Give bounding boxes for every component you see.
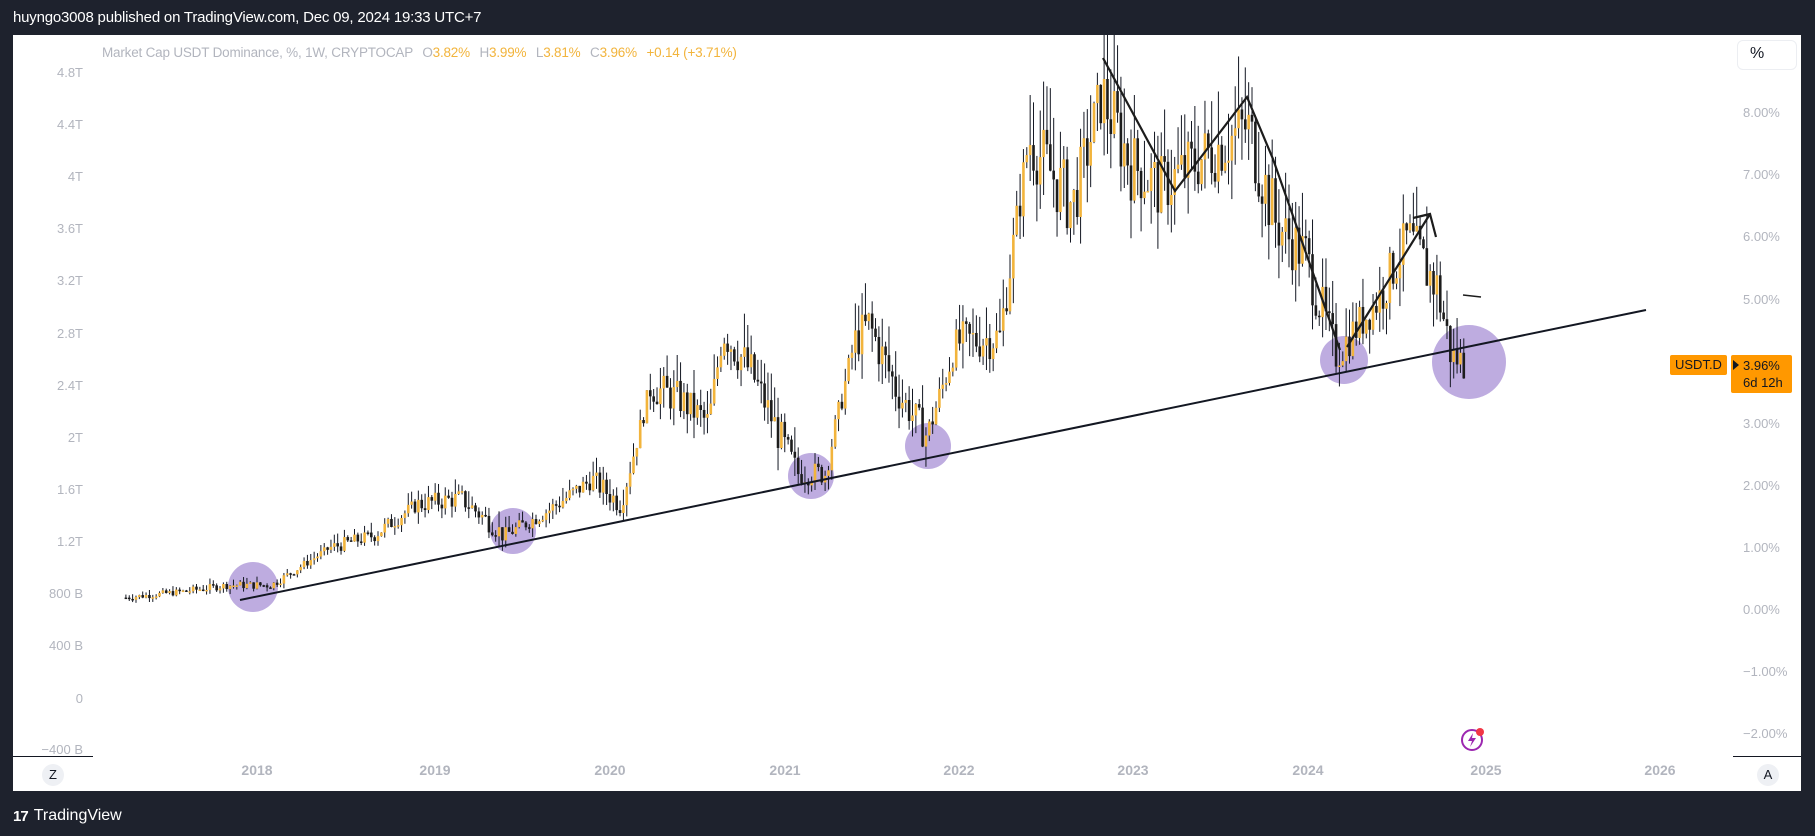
- brand-name: TradingView: [33, 807, 122, 824]
- highlight-circle: [1432, 325, 1506, 399]
- bar-countdown: 6d 12h: [1743, 375, 1783, 390]
- legend-open: 3.82%: [432, 45, 470, 60]
- time-axis-label: 2022: [943, 762, 975, 778]
- right-axis-label: 6.00%: [1743, 229, 1780, 244]
- left-axis-label: 3.2T: [56, 273, 83, 288]
- auto-scale-button[interactable]: A: [1757, 764, 1779, 786]
- time-axis-label: 2024: [1292, 762, 1324, 778]
- left-axis-label: 4T: [67, 169, 83, 184]
- left-axis-label: 800 B: [49, 586, 83, 601]
- trendline: [239, 309, 1647, 601]
- right-axis-label: 3.00%: [1743, 416, 1780, 431]
- legend-high: 3.99%: [489, 45, 527, 60]
- zigzag-line: [1102, 57, 1342, 351]
- publisher-line: huyngo3008 published on TradingView.com,…: [13, 9, 482, 26]
- time-axis-label: 2026: [1644, 762, 1676, 778]
- series-legend: Market Cap USDT Dominance, %, 1W, CRYPTO…: [102, 45, 737, 60]
- highlight-circle: [490, 508, 536, 554]
- legend-close: 3.96%: [599, 45, 637, 60]
- left-axis-label: 0: [75, 691, 83, 706]
- footer-brand[interactable]: 17 TradingView: [13, 803, 122, 829]
- left-axis-label: 2.8T: [56, 326, 83, 341]
- left-axis-label: 1.2T: [56, 534, 83, 549]
- time-axis-label: 2020: [594, 762, 626, 778]
- left-axis-label: 1.6T: [56, 482, 83, 497]
- right-axis-label: 0.00%: [1743, 602, 1780, 617]
- time-axis-label: 2019: [419, 762, 451, 778]
- symbol-price-label: USDT.D: [1670, 355, 1727, 375]
- right-axis-label: 2.00%: [1743, 478, 1780, 493]
- zigzag-line: [1346, 213, 1431, 348]
- last-price-label: 3.96% 6d 12h: [1731, 355, 1792, 393]
- right-axis-label: 1.00%: [1743, 540, 1780, 555]
- right-axis-label: 8.00%: [1743, 105, 1780, 120]
- legend-change: +0.14 (+3.71%): [646, 45, 737, 60]
- left-axis-label: 400 B: [49, 638, 83, 653]
- publish-header: huyngo3008 published on TradingView.com,…: [0, 0, 1815, 35]
- left-axis-label: 4.4T: [56, 117, 83, 132]
- tradingview-logo-icon: 17: [13, 807, 29, 825]
- left-axis-label: −400 B: [41, 742, 83, 757]
- highlight-circle: [1320, 336, 1368, 384]
- left-axis-label: 2.4T: [56, 378, 83, 393]
- time-axis-label: 2023: [1117, 762, 1149, 778]
- chart-panel[interactable]: Market Cap USDT Dominance, %, 1W, CRYPTO…: [13, 35, 1801, 791]
- percent-scale-button[interactable]: %: [1737, 40, 1797, 70]
- lightning-alert-icon[interactable]: [1460, 726, 1486, 752]
- left-axis-label: 4.8T: [56, 65, 83, 80]
- zoom-reset-button[interactable]: Z: [42, 764, 64, 786]
- left-axis-label: 2T: [67, 430, 83, 445]
- right-axis-separator: [1733, 756, 1801, 757]
- last-price: 3.96%: [1743, 358, 1780, 373]
- time-axis-label: 2025: [1470, 762, 1502, 778]
- legend-title: Market Cap USDT Dominance, %, 1W, CRYPTO…: [102, 45, 413, 60]
- price-chart[interactable]: [13, 35, 1801, 791]
- time-axis-label: 2018: [241, 762, 273, 778]
- right-axis-label: 7.00%: [1743, 167, 1780, 182]
- price-arrow-icon: [1733, 360, 1739, 370]
- left-axis-label: 3.6T: [56, 221, 83, 236]
- highlight-circle: [905, 423, 951, 469]
- legend-low: 3.81%: [543, 45, 581, 60]
- right-axis-label: 5.00%: [1743, 292, 1780, 307]
- time-axis-label: 2021: [769, 762, 801, 778]
- right-axis-label: −2.00%: [1743, 726, 1788, 741]
- left-axis-separator: [13, 756, 93, 757]
- right-axis-label: −1.00%: [1743, 664, 1788, 679]
- arrow-head: [1412, 212, 1438, 238]
